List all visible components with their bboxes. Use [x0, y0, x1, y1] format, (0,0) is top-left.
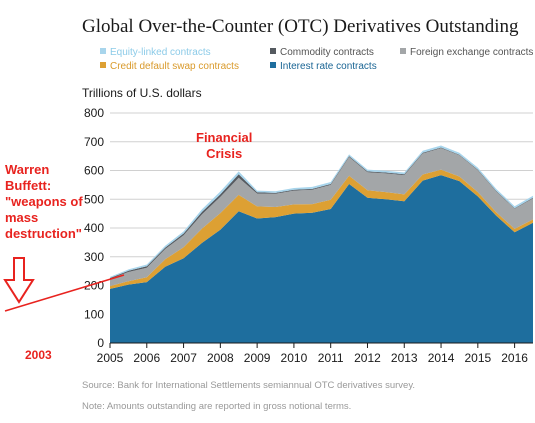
legend-item-ir: Interest rate contracts — [270, 61, 377, 72]
legend-label-cds: Credit default swap contracts — [110, 61, 239, 72]
area-series-interest-rate-contracts — [110, 175, 533, 343]
legend-item-cds: Credit default swap contracts — [100, 61, 239, 72]
crisis-line: Crisis — [206, 146, 243, 161]
legend-swatch-ir — [270, 62, 276, 69]
amount-footnote: Note: Amounts outstanding are reported i… — [82, 401, 352, 412]
area-series-credit-default-swap-contracts — [110, 169, 533, 289]
legend: Equity-linked contracts Commodity contrac… — [0, 0, 535, 80]
buffett-line: Buffett: — [5, 178, 52, 193]
y-tick-label: 300 — [84, 250, 104, 264]
chart-title: Global Over-the-Counter (OTC) Derivative… — [82, 16, 519, 37]
source-footnote: Source: Bank for International Settlemen… — [82, 380, 416, 391]
y-tick-label: 100 — [84, 307, 104, 321]
x-tick-label: 2010 — [281, 351, 308, 365]
legend-item-fx: Foreign exchange contracts — [400, 47, 533, 58]
x-tick-label: 2009 — [244, 351, 271, 365]
x-tick-label: 2011 — [318, 351, 344, 365]
x-tick-label: 2014 — [428, 351, 455, 365]
x-tick-label: 2015 — [464, 351, 491, 365]
x-tick-label: 2013 — [391, 351, 418, 365]
financial-crisis-annotation: Financial Crisis — [196, 130, 252, 162]
down-arrow-icon — [3, 257, 35, 304]
buffett-line: Warren — [5, 162, 50, 177]
x-tick-label: 2006 — [133, 351, 160, 365]
x-tick-label: 2008 — [207, 351, 234, 365]
y-tick-label: 600 — [84, 164, 104, 178]
buffett-line: destruction" — [5, 226, 82, 241]
legend-label-commodity: Commodity contracts — [280, 47, 374, 58]
y-tick-label: 0 — [97, 336, 104, 350]
y-tick-label: 800 — [84, 106, 104, 120]
legend-swatch-cds — [100, 62, 106, 69]
legend-swatch-fx — [400, 48, 406, 55]
legend-swatch-commodity — [270, 48, 276, 55]
legend-item-equity: Equity-linked contracts — [100, 47, 211, 58]
x-tick-label: 2007 — [170, 351, 197, 365]
x-tick-label: 2016 — [501, 351, 528, 365]
buffett-quote-annotation: Warren Buffett: "weapons of mass destruction… — [5, 162, 83, 242]
legend-swatch-equity — [100, 48, 106, 55]
y-tick-label: 700 — [84, 135, 104, 149]
legend-label-equity: Equity-linked contracts — [110, 47, 211, 58]
x-tick-label: 2005 — [97, 351, 124, 365]
y-tick-label: 400 — [84, 221, 104, 235]
y-axis-label: Trillions of U.S. dollars — [82, 86, 202, 100]
buffett-line: "weapons of — [5, 194, 83, 209]
annotation-line — [4, 274, 125, 312]
legend-label-fx: Foreign exchange contracts — [410, 47, 534, 58]
y-tick-label: 500 — [84, 192, 104, 206]
x-tick-label: 2012 — [354, 351, 381, 365]
crisis-line: Financial — [196, 130, 253, 145]
buffett-line: mass — [5, 210, 39, 225]
legend-label-ir: Interest rate contracts — [280, 61, 377, 72]
legend-item-commodity: Commodity contracts — [270, 47, 374, 58]
year-2003-annotation: 2003 — [25, 348, 52, 362]
